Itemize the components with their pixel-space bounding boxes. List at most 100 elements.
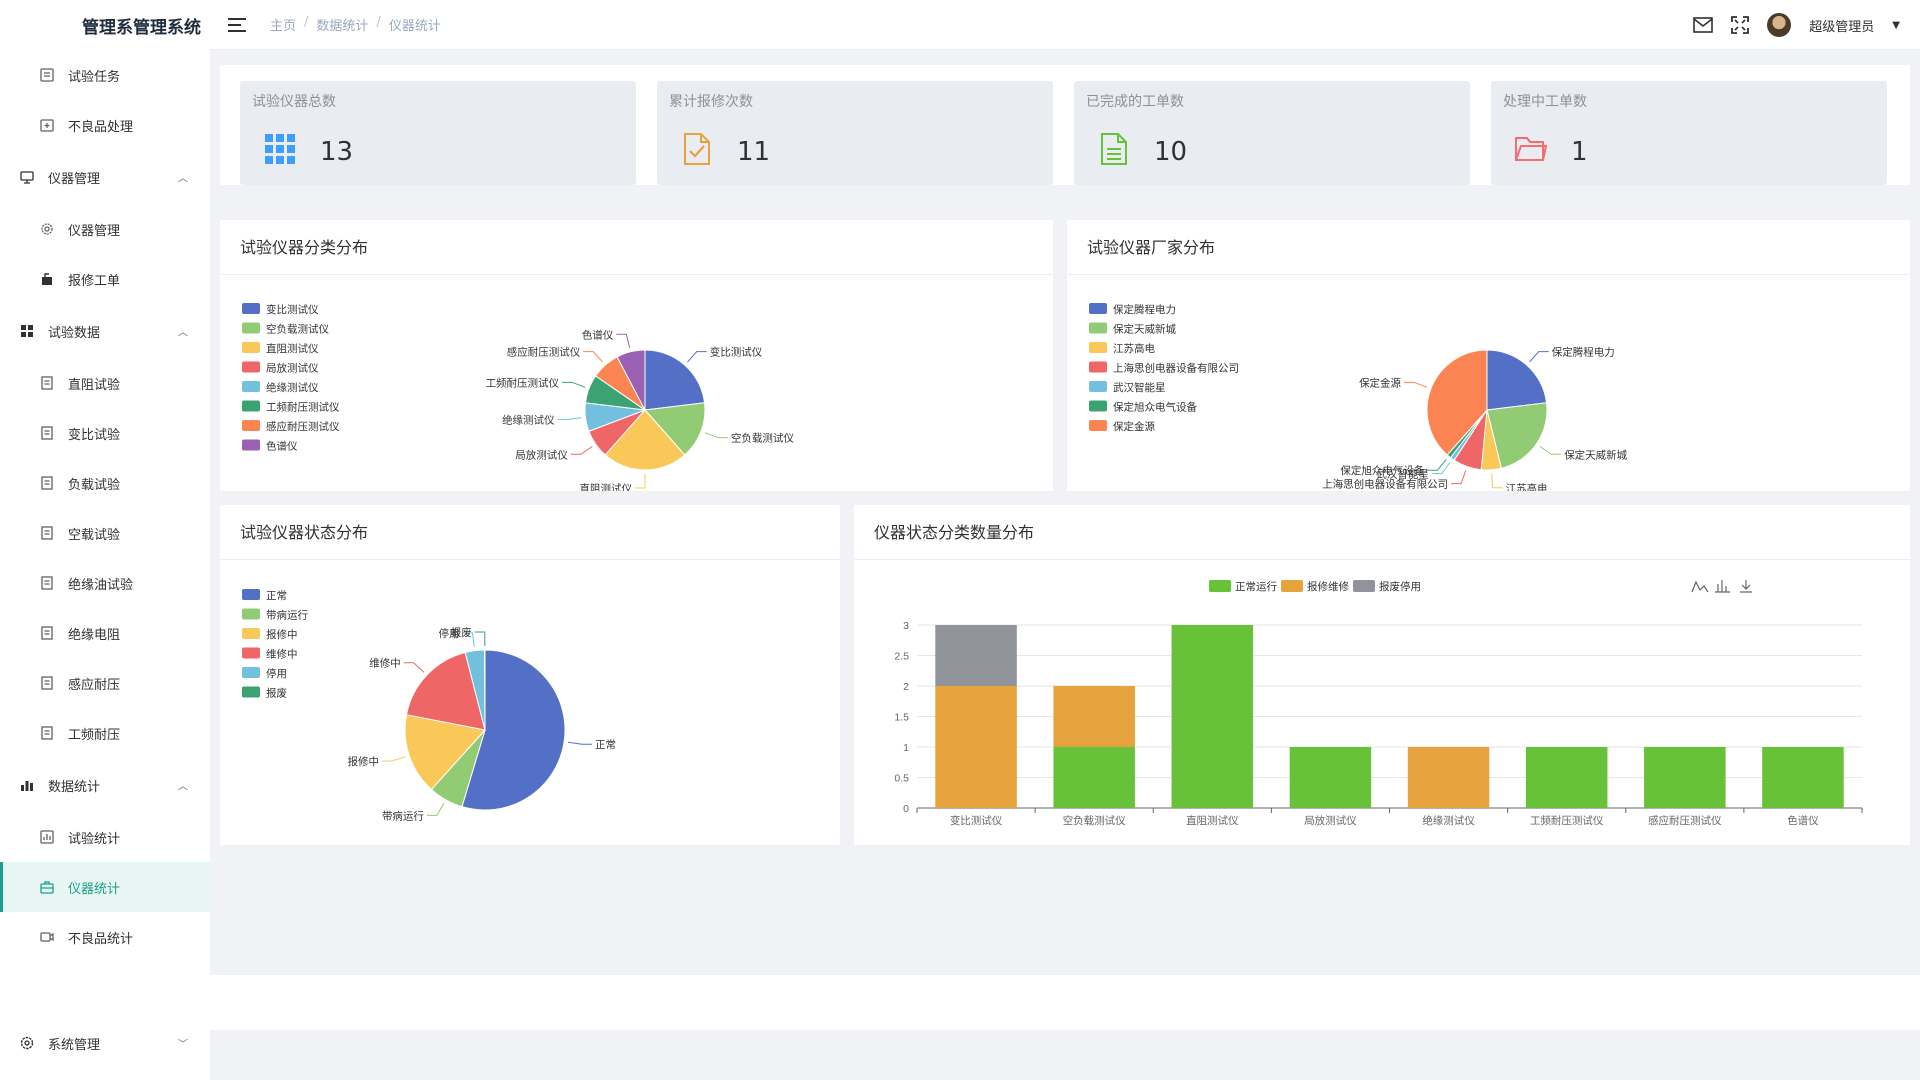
sidebar-item-7[interactable]: 变比试验 — [0, 408, 210, 458]
sidebar-item-5[interactable]: 试验数据 ︿ — [0, 304, 210, 358]
defect-icon — [40, 118, 54, 132]
pie-slice — [616, 349, 646, 411]
pie-label-line — [382, 756, 406, 762]
legend-swatch — [1281, 580, 1303, 592]
stat-title: 已完成的工单数 — [1086, 94, 1184, 110]
hamburger-icon[interactable] — [228, 17, 246, 32]
bar-segment — [1407, 747, 1490, 808]
legend-label: 变比测试仪 — [266, 303, 319, 316]
bar-chart-icon — [1715, 580, 1730, 593]
panel-manufacturer: 试验仪器厂家分布 保定腾程电力 保定天威新城 江苏高电 上海思创电器设备有限公司 武汉智… — [1067, 220, 1910, 491]
sidebar-item-4[interactable]: 报修工单 — [0, 254, 210, 304]
stat-value: 13 — [320, 137, 354, 167]
download-icon — [1740, 580, 1752, 593]
doc-icon — [40, 626, 54, 640]
breadcrumb-home[interactable]: 主页 — [270, 19, 297, 34]
stats-panel: 试验仪器总数 13 累计报修次数 11 已完成的工单数 — [220, 65, 1910, 185]
legend-swatch — [242, 628, 260, 639]
mail-icon[interactable] — [1693, 17, 1714, 33]
sidebar-item-10[interactable]: 绝缘油试验 — [0, 558, 210, 608]
fullscreen-icon[interactable] — [1731, 16, 1750, 34]
y-tick-label: 3 — [903, 620, 909, 632]
legend-label: 报修中 — [266, 628, 298, 641]
sidebar-item-0[interactable]: 试验任务 — [0, 50, 210, 100]
stat-title: 试验仪器总数 — [252, 94, 336, 110]
stat-value: 10 — [1154, 137, 1188, 167]
x-tick-label: 工频耐压测试仪 — [1530, 814, 1604, 827]
sidebar-item-12[interactable]: 感应耐压 — [0, 658, 210, 708]
sidebar-item-label: 直阻试验 — [68, 377, 121, 393]
pie-label: 维修中 — [369, 657, 401, 670]
pie-label: 空负载测试仪 — [731, 432, 794, 445]
sidebar-item-label: 报修工单 — [68, 273, 121, 289]
sidebar-item-6[interactable]: 直阻试验 — [0, 358, 210, 408]
sidebar-item-2[interactable]: 仪器管理 ︿ — [0, 150, 210, 204]
legend-label: 绝缘测试仪 — [266, 381, 319, 394]
chevron-up-icon: ︿ — [178, 327, 188, 339]
legend-swatch — [1209, 580, 1231, 592]
legend-swatch — [1089, 381, 1107, 392]
pie-label: 报修中 — [348, 755, 380, 768]
legend-label: 空负载测试仪 — [266, 323, 329, 336]
breadcrumb-stats[interactable]: 数据统计 — [316, 19, 369, 34]
legend-swatch — [242, 381, 260, 392]
pie-label-line — [616, 333, 631, 348]
stat-icon — [40, 830, 54, 844]
pie-label-line — [1404, 381, 1428, 388]
sidebar-item-15[interactable]: 试验统计 — [0, 812, 210, 862]
avatar[interactable] — [1767, 13, 1792, 37]
sidebar-item-14[interactable]: 数据统计 ︿ — [0, 758, 210, 812]
sidebar-item-9[interactable]: 空载试验 — [0, 508, 210, 558]
sidebar-item-label: 试验任务 — [68, 69, 121, 85]
x-tick-label: 色谱仪 — [1787, 814, 1819, 827]
pie-slice — [405, 651, 486, 731]
legend-label: 感应耐压测试仪 — [266, 420, 340, 433]
sidebar-item-1[interactable]: 不良品处理 — [0, 100, 210, 150]
bar-chart-status-category: 正常运行 报修维修 报废停用 0 0.5 1 1.5 2 2.5 3 变比测试仪 空负载测试仪 直阻测试… — [894, 580, 1863, 827]
legend-label: 江苏高电 — [1113, 342, 1155, 355]
pie-label: 上海思创电器设备有限公司 — [1322, 478, 1448, 491]
legend-swatch — [242, 303, 260, 314]
video-icon — [40, 930, 54, 944]
sidebar-item-8[interactable]: 负载试验 — [0, 458, 210, 508]
sidebar-item-3[interactable]: 仪器管理 — [0, 204, 210, 254]
file-check-icon — [684, 133, 710, 165]
pie-label-line — [704, 432, 728, 439]
pie-label-line — [1491, 473, 1503, 489]
bar-segment — [1762, 747, 1844, 808]
panel-title: 试验仪器厂家分布 — [1067, 220, 1910, 275]
sidebar-item-11[interactable]: 绝缘电阻 — [0, 608, 210, 658]
sidebar-item-19[interactable]: 系统管理 ﹀ — [0, 1016, 210, 1070]
sidebar-item-label: 数据统计 — [48, 779, 101, 795]
sidebar-item-label: 仪器管理 — [48, 171, 101, 187]
pie-label-line — [687, 351, 707, 363]
legend-swatch — [1089, 342, 1107, 353]
line-chart-icon — [1691, 580, 1709, 593]
sidebar-item-17[interactable]: 不良品统计 — [0, 912, 210, 962]
legend-label: 报修维修 — [1307, 580, 1349, 593]
user-name[interactable]: 超级管理员 — [1809, 19, 1875, 35]
legend-swatch — [242, 420, 260, 431]
pie-label: 保定金源 — [1359, 376, 1401, 389]
breadcrumb-current: 仪器统计 — [388, 19, 441, 34]
grid-icon — [265, 134, 295, 164]
task-icon — [40, 68, 54, 82]
file-text-icon — [1101, 133, 1127, 165]
legend-swatch — [1089, 322, 1107, 334]
pie-label-line — [462, 632, 475, 647]
chevron-down-icon[interactable]: ▼ — [1892, 19, 1900, 31]
pie-label-line — [570, 445, 593, 455]
legend-label: 色谱仪 — [266, 440, 298, 453]
sidebar-item-13[interactable]: 工频耐压 — [0, 708, 210, 758]
pie-label-line — [474, 631, 486, 647]
sidebar-item-16[interactable]: 仪器统计 — [0, 862, 210, 912]
breadcrumb-separator: / — [376, 15, 381, 30]
pie-label-line — [568, 741, 592, 745]
app-title: 管理系管理系统 — [82, 17, 201, 38]
y-tick-label: 0.5 — [894, 773, 909, 785]
legend-swatch — [242, 647, 260, 659]
sidebar-item-label: 试验统计 — [68, 831, 121, 847]
pie-slice — [604, 409, 686, 471]
doc-icon — [40, 576, 54, 590]
